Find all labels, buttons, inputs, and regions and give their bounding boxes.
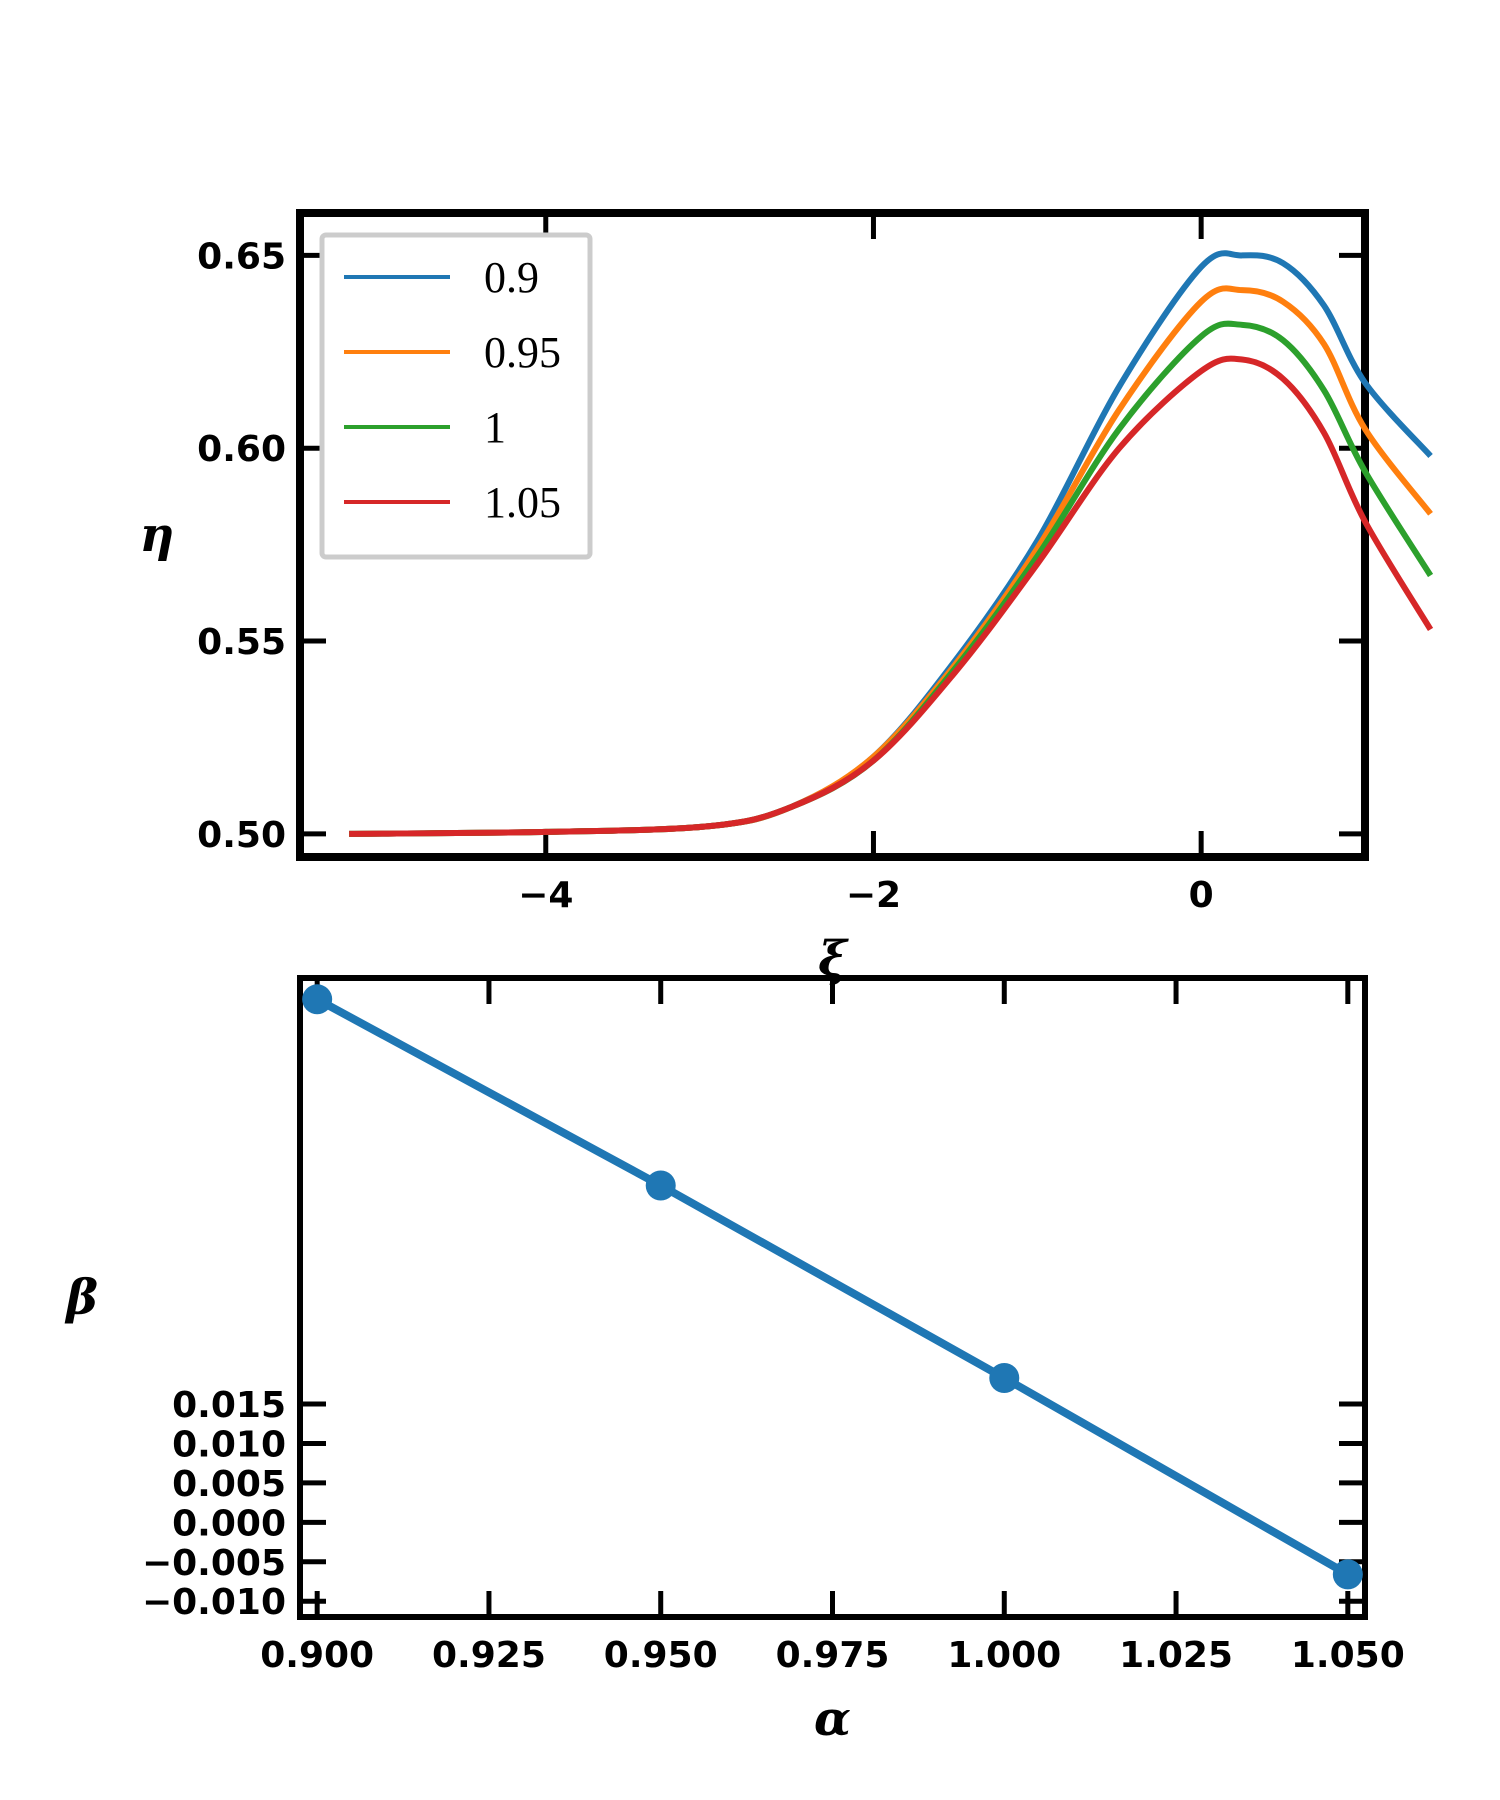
y-tick-label: 0.50 — [197, 815, 286, 856]
x-tick-label: 0.975 — [776, 1635, 890, 1676]
x-tick-label: 1.000 — [947, 1635, 1061, 1676]
x-tick-label: 0.900 — [260, 1635, 374, 1676]
y-tick-label: −0.010 — [142, 1582, 286, 1623]
legend-label: 1.05 — [484, 478, 561, 527]
bottom-line-chart: 0.900 0.925 0.950 0.975 1.000 1.025 1.050 −0.01… — [64, 975, 1405, 1747]
y-tick-label: 0.000 — [172, 1503, 286, 1544]
legend-label: 0.9 — [484, 253, 539, 302]
series-line-0 — [315, 995, 1350, 1578]
y-axis-label: η — [140, 507, 175, 563]
y-tick-label: 0.005 — [172, 1464, 286, 1505]
x-axis-label: α — [814, 1691, 851, 1747]
y-axis-label: β — [64, 1270, 98, 1326]
x-tick-label: 1.025 — [1119, 1635, 1233, 1676]
legend-label: 0.95 — [484, 328, 561, 377]
x-tick-label: 1.050 — [1291, 1635, 1405, 1676]
data-point — [1332, 1559, 1363, 1590]
y-tick-label: −0.005 — [142, 1543, 286, 1584]
x-tick-label: 0.925 — [432, 1635, 546, 1676]
legend-label: 1 — [484, 403, 506, 452]
x-tick-label: 0 — [1189, 875, 1214, 916]
x-tick-label: 0.950 — [604, 1635, 718, 1676]
y-tick-label: 0.65 — [197, 236, 286, 277]
y-tick-label: 0.60 — [197, 429, 286, 470]
series-line-1-05 — [349, 355, 1434, 837]
legend-box — [319, 232, 593, 560]
x-tick-label: −2 — [846, 875, 901, 916]
y-tick-label: 0.55 — [197, 622, 286, 663]
data-point — [645, 1170, 676, 1201]
data-point — [302, 984, 333, 1015]
data-point — [989, 1362, 1020, 1393]
y-tick-label: 0.015 — [172, 1385, 286, 1426]
y-tick-label: 0.010 — [172, 1424, 286, 1465]
plot-frame — [296, 209, 1369, 861]
x-tick-label: −4 — [518, 875, 573, 916]
